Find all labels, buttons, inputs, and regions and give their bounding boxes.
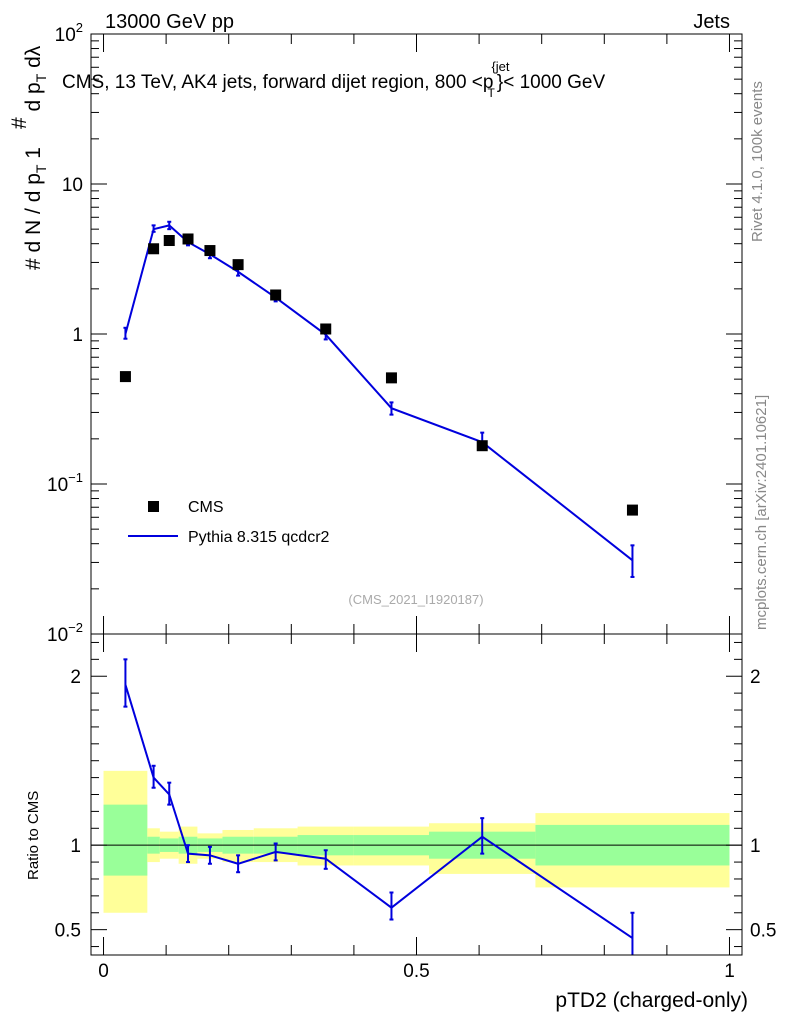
- ratio-xtick-label-2: 1: [724, 961, 735, 982]
- subtitle-sub: T: [488, 86, 496, 100]
- main-data-series: [119, 233, 638, 516]
- ratio-uncertainty-bands: [91, 770, 742, 913]
- ratio-xlabel: pTD2 (charged-only): [555, 989, 748, 1012]
- main-ytick-base-3: 10: [47, 475, 68, 496]
- main-data-point-9: [476, 440, 488, 452]
- legend-data-label: CMS: [188, 499, 224, 516]
- subtitle-end: }< 1000 GeV: [497, 72, 606, 93]
- main-data-point-1: [148, 243, 160, 255]
- ratio-ylabel: Ratio to CMS: [25, 791, 42, 880]
- ratio-ytick-label-right-0: 0.5: [750, 921, 776, 942]
- main-ylabel-text: # d N / d pT 1# d pT dλ: [8, 45, 49, 270]
- main-mc-series: [123, 220, 635, 578]
- ratio-mc-series: [123, 658, 635, 955]
- main-ytick-exp-0: 2: [76, 20, 83, 35]
- main-data-point-4: [204, 245, 216, 257]
- main-ylabel: # d N / d pT 1# d pT dλ: [8, 45, 49, 270]
- main-data-point-0: [119, 371, 131, 383]
- header-right: Jets: [693, 11, 730, 33]
- ratio-axes: 0.5 0.5 1 1 2 2 0 0.5 1: [55, 633, 776, 982]
- ratio-ytick-label-right-1: 1: [750, 836, 761, 857]
- legend: CMS Pythia 8.315 qcdcr2: [128, 499, 330, 546]
- main-data-point-3: [182, 233, 194, 245]
- main-ytick-label-0: 102: [55, 20, 83, 46]
- main-data-point-6: [270, 289, 282, 301]
- main-data-point-2: [163, 235, 175, 247]
- main-ytick-exp-3: −1: [68, 470, 83, 485]
- ratio-band-inner-0: [103, 804, 148, 876]
- main-ytick-base-0: 10: [55, 25, 76, 46]
- main-ytick-base-4: 10: [47, 625, 68, 646]
- main-data-point-7: [320, 323, 332, 335]
- ratio-ytick-label-left-1: 1: [70, 836, 81, 857]
- mcplots-label: mcplots.cern.ch [arXiv:2401.10621]: [753, 395, 770, 630]
- main-ytick-label-2: 1: [72, 325, 83, 346]
- ratio-plot: 0.5 0.5 1 1 2 2 0 0.5 1: [55, 633, 776, 982]
- plot-subtitle: CMS, 13 TeV, AK4 jets, forward dijet reg…: [62, 59, 605, 100]
- main-ytick-label-1: 10: [62, 175, 83, 196]
- rivet-label: Rivet 4.1.0, 100k events: [749, 81, 766, 242]
- header-left: 13000 GeV pp: [105, 11, 234, 33]
- ratio-ytick-label-right-2: 2: [750, 667, 761, 688]
- ratio-ytick-label-left-0: 0.5: [55, 921, 81, 942]
- analysis-watermark: (CMS_2021_I1920187): [348, 592, 483, 607]
- legend-data-marker: [148, 501, 159, 512]
- ratio-xtick-label-0: 0: [98, 961, 109, 982]
- ratio-ytick-label-left-2: 2: [70, 667, 81, 688]
- legend-mc-label: Pythia 8.315 qcdcr2: [188, 529, 330, 546]
- subtitle-sup: {jet: [491, 59, 509, 74]
- main-ytick-label-3: 10−1: [47, 470, 83, 496]
- main-ytick-label-4: 10−2: [47, 620, 83, 646]
- main-data-point-10: [626, 504, 638, 516]
- subtitle-main: CMS, 13 TeV, AK4 jets, forward dijet reg…: [62, 72, 493, 93]
- ratio-mc-line: [124, 684, 634, 939]
- main-data-point-5: [232, 259, 244, 271]
- ratio-xtick-label-1: 0.5: [403, 961, 429, 982]
- ratio-frame: [90, 633, 743, 956]
- main-data-point-8: [385, 372, 397, 384]
- main-ytick-exp-4: −2: [68, 620, 83, 635]
